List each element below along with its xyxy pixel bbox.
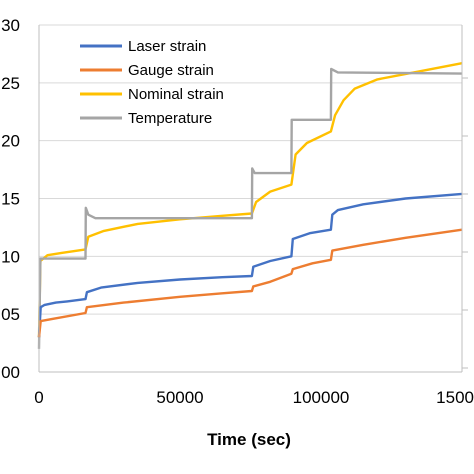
y-tick-label: 00 (1, 363, 20, 382)
y-tick-label: 20 (1, 132, 20, 151)
series-line-laser-strain (37, 192, 463, 338)
y-tick-label: 30 (1, 16, 20, 35)
legend-label: Nominal strain (128, 86, 224, 103)
x-tick-label: 1500 (436, 388, 474, 407)
x-tick-labels: 0 50000 100000 1500 (34, 388, 474, 407)
series-line-gauge-strain (37, 228, 463, 338)
series-line-nominal-strain (37, 62, 463, 338)
series-line-temperature (37, 67, 463, 349)
axes (38, 25, 468, 373)
series-lines (37, 62, 463, 349)
y-tick-label: 10 (1, 247, 20, 266)
legend: Laser strain Gauge strain Nominal strain Te… (80, 38, 224, 127)
x-tick-label: 50000 (156, 388, 203, 407)
legend-label: Laser strain (128, 38, 206, 55)
x-axis-label: Time (sec) (207, 430, 291, 449)
legend-label: Gauge strain (128, 62, 214, 79)
gridlines (39, 24, 462, 315)
y-tick-label: 05 (1, 305, 20, 324)
x-tick-label: 100000 (293, 388, 350, 407)
legend-label: Temperature (128, 110, 212, 127)
y-tick-label: 25 (1, 74, 20, 93)
x-tick-label: 0 (34, 388, 43, 407)
y-tick-labels: 00 05 10 15 20 25 30 (1, 16, 20, 382)
y-tick-label: 15 (1, 190, 20, 209)
